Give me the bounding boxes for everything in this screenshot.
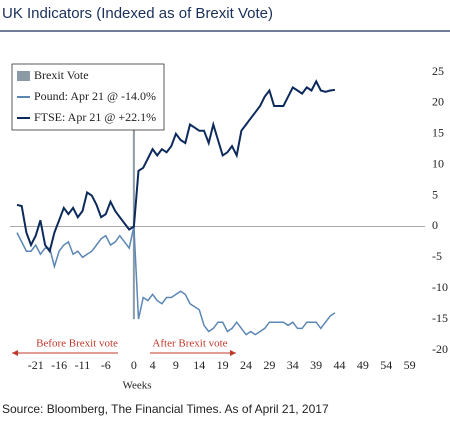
legend-label: FTSE: Apr 21 @ +22.1%: [34, 110, 156, 124]
x-tick-label: 9: [173, 358, 179, 372]
x-tick-label: 49: [357, 358, 369, 372]
x-tick-label: 54: [380, 358, 392, 372]
x-tick-label: 0: [131, 358, 137, 372]
y-tick-label: 0: [432, 218, 438, 232]
y-tick-label: -20: [432, 342, 448, 356]
y-tick-label: -10: [432, 280, 448, 294]
y-tick-label: 20: [432, 95, 444, 109]
y-tick-label: -5: [432, 249, 442, 263]
before-arrowhead: [12, 350, 18, 356]
legend-label: Brexit Vote: [34, 68, 89, 82]
y-tick-label: 10: [432, 156, 444, 170]
x-tick-label: 4: [150, 358, 156, 372]
chart-title: UK Indicators (Indexed as of Brexit Vote…: [2, 5, 273, 22]
y-tick-label: 5: [432, 187, 438, 201]
annotation: Before Brexit vote: [36, 338, 118, 350]
x-tick-label: -16: [51, 358, 67, 372]
x-tick-label: 44: [334, 358, 346, 372]
x-tick-label: 29: [263, 358, 275, 372]
legend-box: [11, 63, 165, 131]
x-tick-label: -11: [75, 358, 91, 372]
legend-label: Pound: Apr 21 @ -14.0%: [34, 89, 156, 103]
source: Source: Bloomberg, The Financial Times. …: [2, 402, 329, 416]
legend-swatch: [17, 71, 30, 81]
y-tick-label: -15: [432, 311, 448, 325]
y-tick-label: 25: [432, 64, 444, 78]
series-line: [16, 79, 336, 254]
x-tick-label: 39: [310, 358, 322, 372]
annotation: After Brexit vote: [152, 338, 227, 350]
x-tick-label: 24: [240, 358, 252, 372]
x-tick-label: 59: [404, 358, 416, 372]
x-tick-label: 34: [287, 358, 299, 372]
x-tick-label: -21: [28, 358, 44, 372]
x-tick-label: 14: [193, 358, 205, 372]
x-axis-label: Weeks: [122, 380, 151, 392]
after-arrowhead: [230, 350, 236, 356]
y-tick-label: 15: [432, 126, 444, 140]
series-line: [16, 226, 336, 336]
x-tick-label: 19: [217, 358, 229, 372]
x-tick-label: -6: [101, 358, 111, 372]
